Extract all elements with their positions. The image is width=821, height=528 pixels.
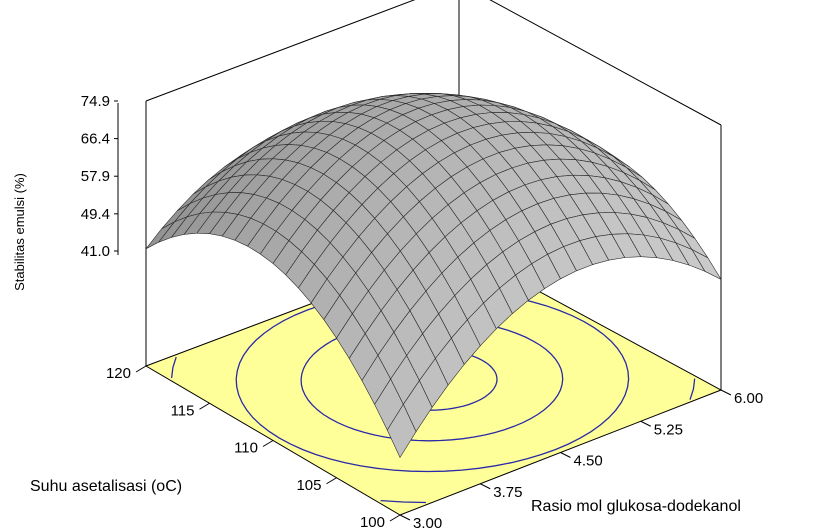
y-tick-label: 110 xyxy=(234,440,258,457)
z-tick-label: 66.4 xyxy=(81,131,110,148)
y-tick-label: 115 xyxy=(171,402,195,419)
surface-facet xyxy=(386,403,417,459)
x-tick-label: 6.00 xyxy=(734,390,763,407)
x-axis-title: Rasio mol glukosa-dodekanol xyxy=(531,498,741,515)
y-tick xyxy=(135,365,147,373)
y-tick-label: 105 xyxy=(296,477,321,494)
x-tick xyxy=(560,452,571,458)
y-axis-title: Suhu asetalisasi (oC) xyxy=(30,478,182,495)
x-tick xyxy=(480,483,491,490)
z-axis-title: Stabilitas emulsi (%) xyxy=(12,173,27,291)
frame-edge xyxy=(145,0,416,102)
y-tick xyxy=(389,514,401,522)
y-tick xyxy=(199,402,210,410)
response-surface xyxy=(145,92,722,459)
z-tick-label: 41.0 xyxy=(81,243,110,260)
z-tick-label: 74.9 xyxy=(81,93,110,110)
x-tick xyxy=(720,389,732,396)
x-tick xyxy=(640,420,651,427)
x-tick-label: 5.25 xyxy=(654,421,683,438)
x-tick xyxy=(399,514,411,521)
z-tick-label: 57.9 xyxy=(81,168,110,185)
z-tick-label: 49.4 xyxy=(81,206,110,223)
y-tick-label: 120 xyxy=(106,365,131,382)
frame-edge xyxy=(489,0,722,126)
x-tick-label: 3.75 xyxy=(493,484,522,501)
axes: 41.0 49.4 57.9 66.4 74.9 100 105 110 115 120 3.00 3… xyxy=(81,93,763,528)
y-tick xyxy=(262,440,274,447)
y-tick xyxy=(326,477,337,485)
x-tick-label: 3.00 xyxy=(413,515,442,528)
x-tick-label: 4.50 xyxy=(574,453,603,470)
y-tick-label: 100 xyxy=(360,514,385,528)
